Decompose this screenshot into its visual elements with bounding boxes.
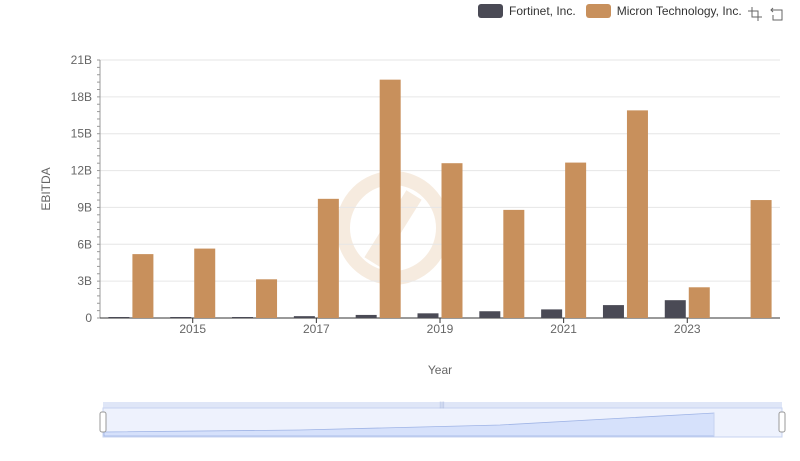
bar-micron-2014[interactable] (132, 254, 154, 318)
bar-micron-2023[interactable] (688, 287, 710, 318)
y-axis-title: EBITDA (39, 167, 53, 210)
bar-fortinet-2022[interactable] (602, 305, 624, 318)
bar-micron-2016[interactable] (256, 279, 278, 318)
y-tick-label: 21B (71, 53, 92, 67)
datazoom-handle-left[interactable] (99, 411, 107, 433)
datazoom-handle-right[interactable] (778, 411, 786, 433)
datazoom-grip[interactable]: ||| (439, 402, 445, 409)
bar-fortinet-2021[interactable] (541, 309, 563, 318)
legend-item-micron[interactable]: Micron Technology, Inc. (585, 4, 742, 18)
x-tick-label: 2021 (550, 322, 577, 336)
x-tick-label: 2017 (303, 322, 330, 336)
bar-micron-2018[interactable] (379, 79, 401, 319)
bar-micron-2015[interactable] (194, 248, 216, 318)
bar-fortinet-2019[interactable] (417, 313, 439, 318)
bar-fortinet-2018[interactable] (355, 314, 377, 318)
legend-item-fortinet[interactable]: Fortinet, Inc. (478, 4, 576, 18)
bar-fortinet-2014[interactable] (108, 317, 130, 318)
y-tick-label: 12B (71, 164, 92, 178)
bar-fortinet-2015[interactable] (170, 317, 192, 318)
toolbox (748, 7, 784, 21)
zoom-icon[interactable] (748, 7, 762, 21)
legend: Fortinet, Inc. Micron Technology, Inc. (478, 4, 752, 18)
bar-micron-2022[interactable] (626, 110, 648, 318)
bar-micron-2021[interactable] (565, 162, 587, 318)
bar-fortinet-2020[interactable] (479, 311, 501, 318)
y-tick-label: 3B (77, 274, 92, 288)
legend-label-fortinet: Fortinet, Inc. (509, 4, 576, 18)
bar-micron-2024[interactable] (750, 200, 772, 318)
legend-swatch-micron (585, 4, 611, 18)
datazoom-top-bar (103, 402, 782, 408)
y-tick-label: 6B (77, 237, 92, 251)
bar-fortinet-2017[interactable] (293, 316, 315, 318)
x-tick-label: 2023 (674, 322, 701, 336)
legend-swatch-fortinet (478, 4, 503, 18)
bar-micron-2017[interactable] (317, 198, 339, 318)
y-tick-label: 15B (71, 127, 92, 141)
legend-label-micron: Micron Technology, Inc. (616, 4, 742, 18)
x-tick-label: 2015 (179, 322, 206, 336)
restore-icon[interactable] (770, 7, 784, 21)
y-tick-label: 18B (71, 90, 92, 104)
x-axis-title: Year (428, 363, 452, 377)
bar-micron-2020[interactable] (503, 209, 525, 318)
bar-fortinet-2016[interactable] (232, 317, 254, 318)
bar-micron-2019[interactable] (441, 163, 463, 318)
bar-fortinet-2023[interactable] (664, 300, 686, 318)
y-tick-label: 0 (85, 311, 92, 325)
y-tick-label: 9B (77, 200, 92, 214)
x-tick-label: 2019 (427, 322, 454, 336)
